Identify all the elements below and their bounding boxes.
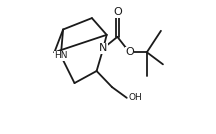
Text: O: O [125,47,134,57]
Text: OH: OH [128,93,142,102]
Text: HN: HN [54,51,68,60]
Text: O: O [113,7,122,17]
Text: N: N [99,43,108,53]
